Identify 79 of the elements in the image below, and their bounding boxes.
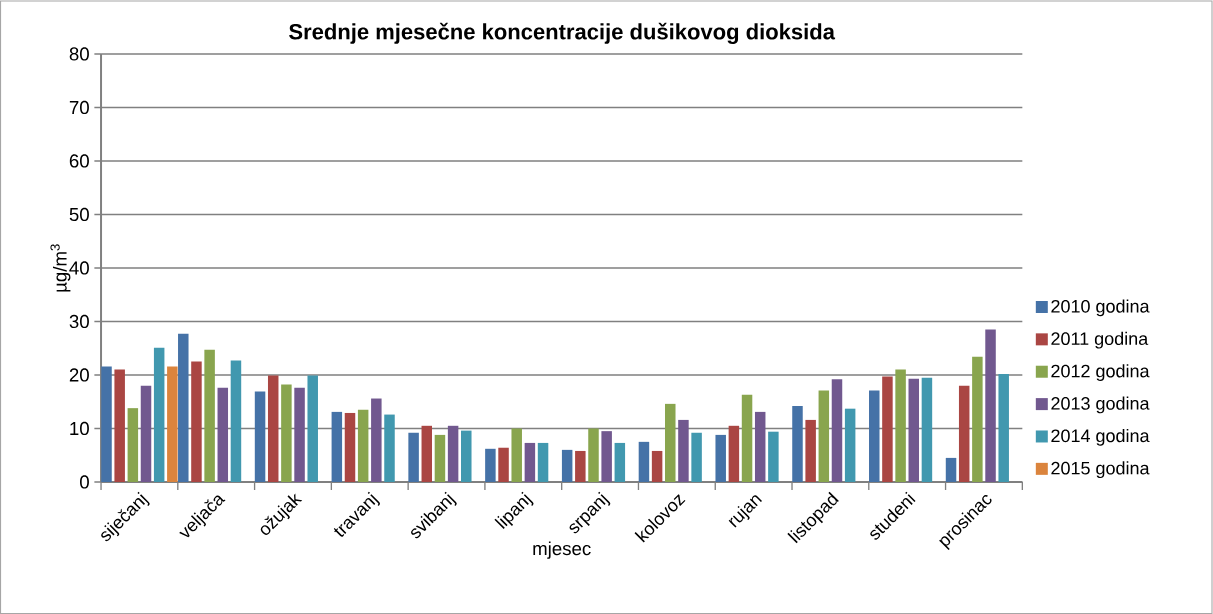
bar bbox=[869, 390, 880, 482]
bar bbox=[384, 414, 395, 482]
bar bbox=[792, 406, 803, 482]
bar bbox=[357, 409, 369, 482]
bar bbox=[638, 441, 650, 482]
bar bbox=[167, 366, 178, 482]
bar bbox=[678, 419, 689, 482]
bar bbox=[421, 425, 433, 482]
bar bbox=[958, 385, 970, 482]
bar bbox=[511, 428, 522, 482]
bar bbox=[434, 434, 446, 482]
bar bbox=[331, 411, 343, 482]
bar bbox=[101, 366, 112, 482]
bar bbox=[985, 329, 996, 482]
legend-label: 2011 godina bbox=[1051, 331, 1149, 349]
bar bbox=[715, 434, 726, 482]
bar bbox=[254, 391, 266, 482]
bar bbox=[998, 373, 1009, 482]
bar bbox=[204, 349, 215, 482]
y-tick-label: 60 bbox=[69, 154, 89, 168]
bar bbox=[461, 430, 472, 482]
legend-label: 2015 godina bbox=[1051, 461, 1150, 479]
bar bbox=[728, 425, 740, 482]
bar bbox=[768, 431, 779, 482]
bar bbox=[882, 376, 893, 482]
x-axis-title: mjesec bbox=[533, 541, 591, 559]
y-tick-label: 10 bbox=[70, 421, 89, 436]
chart-title: Srednje mjesečne koncentracije dušikovog dioksida bbox=[289, 22, 836, 44]
bar bbox=[651, 450, 663, 482]
bar bbox=[537, 442, 549, 482]
y-tick-label: 30 bbox=[69, 314, 89, 329]
bar bbox=[844, 408, 856, 482]
y-tick-label: 40 bbox=[69, 261, 89, 275]
legend-label: 2014 godina bbox=[1051, 428, 1150, 446]
bar bbox=[741, 394, 753, 482]
bar bbox=[281, 384, 292, 482]
y-tick-label: 0 bbox=[80, 475, 89, 489]
legend-label: 2010 godina bbox=[1051, 299, 1150, 317]
bar bbox=[114, 369, 125, 482]
bar bbox=[561, 449, 573, 482]
bar bbox=[524, 442, 536, 482]
bar bbox=[447, 425, 459, 482]
bar bbox=[153, 347, 165, 482]
bar bbox=[140, 385, 152, 482]
bar bbox=[972, 356, 983, 482]
bar bbox=[588, 428, 599, 482]
bar bbox=[230, 360, 242, 482]
y-tick-label: 50 bbox=[69, 207, 89, 222]
bar bbox=[665, 403, 676, 482]
y-axis-title: µg/m$^{3}$ bbox=[50, 244, 71, 292]
bar bbox=[307, 375, 318, 482]
bar bbox=[614, 442, 626, 482]
bar bbox=[921, 377, 933, 482]
bar bbox=[485, 448, 496, 482]
bar bbox=[294, 387, 305, 482]
bar bbox=[575, 450, 586, 482]
bar bbox=[601, 431, 612, 482]
bar bbox=[754, 411, 766, 482]
y-tick-label: 20 bbox=[69, 368, 89, 382]
bar bbox=[178, 333, 189, 482]
bar bbox=[217, 387, 229, 482]
bar bbox=[127, 408, 139, 482]
bar bbox=[831, 379, 843, 482]
bar bbox=[818, 390, 830, 482]
bar bbox=[805, 419, 816, 482]
bar bbox=[498, 447, 509, 482]
bar bbox=[267, 375, 279, 482]
bar bbox=[895, 369, 906, 482]
y-tick-label: 70 bbox=[69, 100, 89, 115]
legend-label: 2013 godina bbox=[1051, 396, 1150, 414]
bar bbox=[945, 457, 957, 482]
bar bbox=[191, 361, 202, 482]
bar bbox=[344, 412, 356, 482]
bar bbox=[371, 398, 382, 482]
y-tick-label: 80 bbox=[69, 47, 89, 61]
legend-label: 2012 godina bbox=[1051, 364, 1150, 381]
bar bbox=[408, 432, 419, 482]
bar bbox=[691, 432, 702, 482]
bar bbox=[908, 378, 920, 482]
